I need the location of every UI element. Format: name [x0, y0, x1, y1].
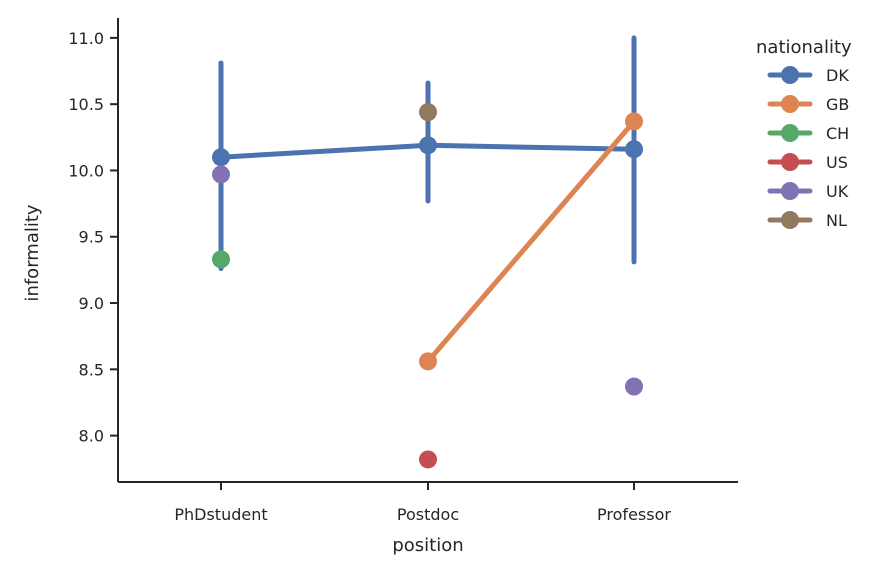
legend-label: DK: [826, 66, 849, 85]
y-axis-title: informality: [22, 204, 43, 301]
x-ticks: PhDstudent Postdoc Professor: [174, 482, 671, 524]
legend-item-dk: DK: [767, 66, 849, 85]
series-points: [212, 103, 643, 469]
legend-item-uk: UK: [767, 182, 849, 201]
data-point-gb: [419, 352, 437, 371]
legend-item-us: US: [767, 153, 848, 172]
data-point-gb: [625, 112, 643, 131]
legend-label: US: [826, 153, 848, 172]
legend: nationality DK GB CH US UK NL: [756, 37, 852, 230]
data-point-us: [419, 450, 437, 469]
x-tick-label: PhDstudent: [174, 505, 267, 524]
legend-label: UK: [826, 182, 849, 201]
series-line-gb: [425, 118, 637, 364]
data-point-dk: [625, 140, 643, 159]
x-tick-label: Professor: [597, 505, 671, 524]
y-tick-label: 11.0: [68, 29, 104, 48]
data-point-dk: [212, 148, 230, 167]
data-point-uk: [212, 165, 230, 184]
legend-label: CH: [826, 124, 849, 143]
y-ticks: 8.0 8.5 9.0 9.5 10.0 10.5 11.0: [68, 29, 118, 446]
legend-label: GB: [826, 95, 849, 114]
legend-item-gb: GB: [767, 95, 849, 114]
y-tick-label: 8.0: [79, 427, 104, 446]
legend-marker: [781, 182, 799, 200]
x-tick-label: Postdoc: [397, 505, 459, 524]
y-tick-label: 10.0: [68, 161, 104, 180]
data-point-dk: [419, 136, 437, 155]
series-line-dk: [218, 142, 431, 160]
y-tick-label: 9.0: [79, 294, 104, 313]
data-point-nl: [419, 103, 437, 122]
series-line-dk: [425, 142, 637, 152]
series-lines: [218, 118, 637, 364]
legend-marker: [781, 153, 799, 171]
legend-marker: [781, 95, 799, 113]
y-tick-label: 8.5: [79, 360, 104, 379]
legend-marker: [781, 124, 799, 142]
legend-item-nl: NL: [767, 211, 847, 230]
y-tick-label: 10.5: [68, 95, 104, 114]
legend-item-ch: CH: [767, 124, 849, 143]
legend-title: nationality: [756, 37, 852, 58]
legend-label: NL: [826, 211, 847, 230]
y-tick-label: 9.5: [79, 228, 104, 247]
legend-marker: [781, 211, 799, 229]
legend-items: DK GB CH US UK NL: [767, 66, 849, 230]
data-point-uk: [625, 377, 643, 396]
data-point-ch: [212, 250, 230, 269]
legend-marker: [781, 66, 799, 84]
x-axis-title: position: [392, 535, 463, 556]
